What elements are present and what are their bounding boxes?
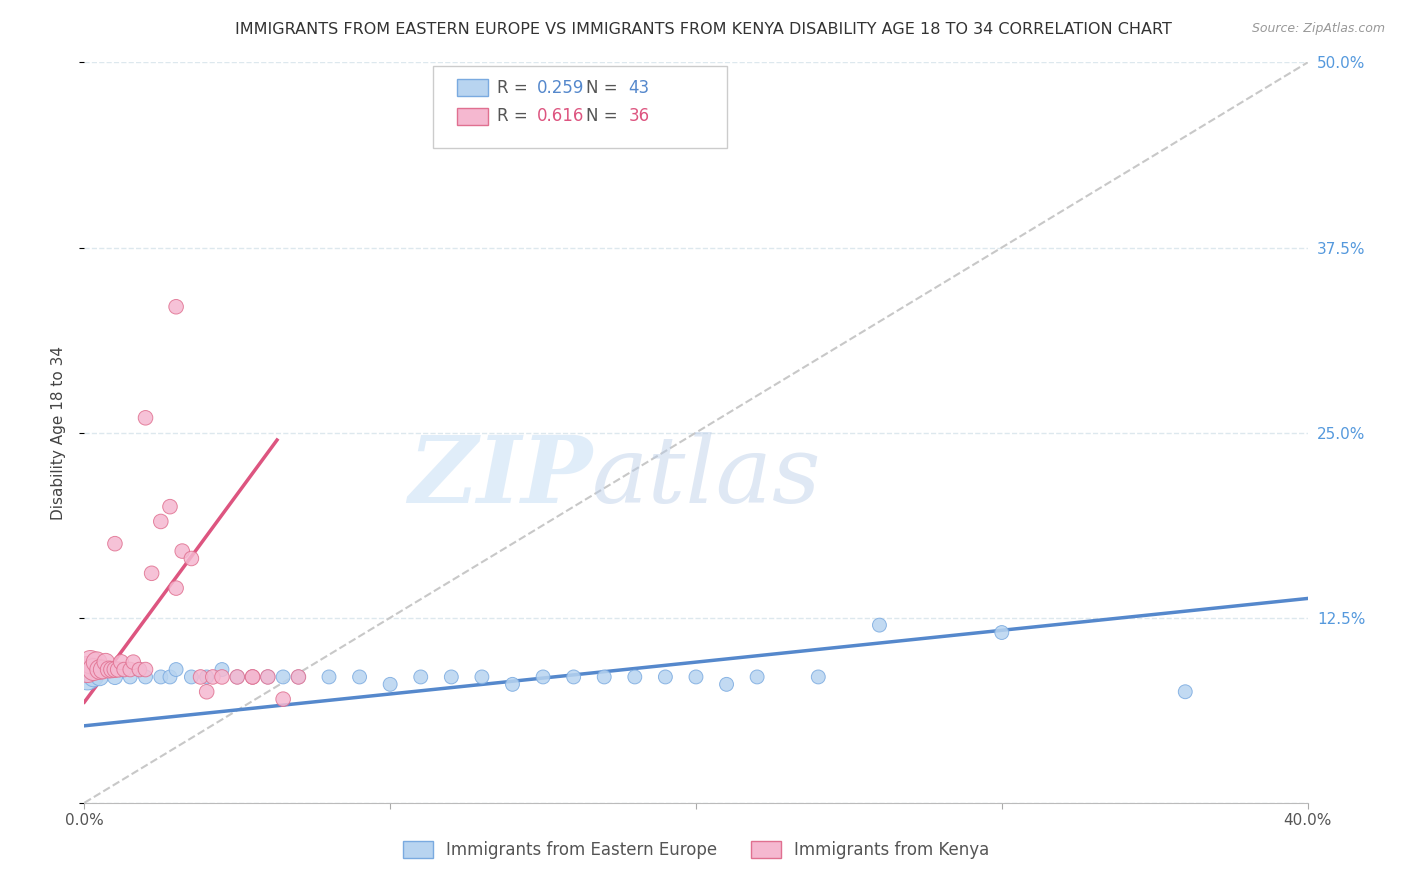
Point — [89, 663, 111, 677]
Point — [1174, 685, 1197, 699]
Point — [165, 300, 187, 314]
Point — [257, 670, 280, 684]
Point — [531, 670, 554, 684]
Point — [86, 663, 108, 677]
FancyBboxPatch shape — [457, 108, 488, 125]
Point — [79, 663, 101, 677]
Point — [991, 625, 1014, 640]
Point — [380, 677, 402, 691]
Point — [83, 670, 105, 684]
Point — [94, 655, 117, 669]
Point — [83, 663, 105, 677]
Point — [135, 410, 157, 425]
Point — [716, 677, 738, 691]
Point — [97, 663, 120, 677]
Point — [104, 536, 127, 550]
Point — [165, 581, 187, 595]
Text: 43: 43 — [628, 78, 650, 96]
Point — [624, 670, 647, 684]
Point — [195, 670, 218, 684]
Text: N =: N = — [586, 78, 623, 96]
Point — [120, 663, 142, 677]
Text: Source: ZipAtlas.com: Source: ZipAtlas.com — [1251, 22, 1385, 36]
Point — [593, 670, 616, 684]
Point — [128, 663, 150, 677]
Point — [89, 670, 111, 684]
Point — [104, 670, 127, 684]
Point — [135, 663, 157, 677]
FancyBboxPatch shape — [457, 79, 488, 95]
Point — [76, 670, 98, 684]
Point — [159, 670, 181, 684]
Point — [110, 663, 132, 677]
Point — [211, 663, 233, 677]
Point — [91, 663, 114, 677]
Point — [122, 655, 145, 669]
Point — [159, 500, 181, 514]
Point — [128, 663, 150, 677]
Point — [242, 670, 264, 684]
Point — [190, 670, 212, 684]
Point — [211, 670, 233, 684]
Point — [654, 670, 676, 684]
Point — [86, 655, 108, 669]
Point — [107, 663, 129, 677]
Point — [112, 663, 135, 677]
Point — [257, 670, 280, 684]
Text: N =: N = — [586, 108, 623, 126]
Point — [76, 663, 98, 677]
Point — [242, 670, 264, 684]
Point — [502, 677, 524, 691]
Text: IMMIGRANTS FROM EASTERN EUROPE VS IMMIGRANTS FROM KENYA DISABILITY AGE 18 TO 34 : IMMIGRANTS FROM EASTERN EUROPE VS IMMIGR… — [235, 22, 1171, 37]
Point — [685, 100, 707, 114]
Legend: Immigrants from Eastern Europe, Immigrants from Kenya: Immigrants from Eastern Europe, Immigran… — [396, 834, 995, 866]
Text: R =: R = — [496, 108, 533, 126]
Point — [135, 670, 157, 684]
Point — [562, 670, 585, 684]
Text: 0.616: 0.616 — [537, 108, 585, 126]
Point — [440, 670, 463, 684]
Text: atlas: atlas — [592, 432, 821, 522]
Point — [869, 618, 891, 632]
Point — [242, 670, 264, 684]
Point — [120, 670, 142, 684]
Point — [226, 670, 249, 684]
Point — [271, 670, 294, 684]
Point — [471, 670, 494, 684]
Point — [79, 655, 101, 669]
Point — [141, 566, 163, 581]
Point — [807, 670, 830, 684]
Point — [172, 544, 194, 558]
Text: 0.259: 0.259 — [537, 78, 585, 96]
Point — [110, 655, 132, 669]
Point — [180, 670, 202, 684]
Point — [104, 663, 127, 677]
Point — [685, 670, 707, 684]
Point — [409, 670, 432, 684]
Point — [195, 685, 218, 699]
FancyBboxPatch shape — [433, 66, 727, 147]
Point — [149, 670, 172, 684]
Point — [91, 663, 114, 677]
Point — [226, 670, 249, 684]
Point — [318, 670, 340, 684]
Text: 36: 36 — [628, 108, 650, 126]
Text: ZIP: ZIP — [408, 432, 592, 522]
Point — [101, 663, 124, 677]
Point — [165, 663, 187, 677]
Point — [180, 551, 202, 566]
Point — [149, 515, 172, 529]
Point — [287, 670, 309, 684]
Point — [201, 670, 224, 684]
Point — [747, 670, 769, 684]
Point — [349, 670, 371, 684]
Point — [97, 663, 120, 677]
Y-axis label: Disability Age 18 to 34: Disability Age 18 to 34 — [51, 345, 66, 520]
Point — [287, 670, 309, 684]
Text: R =: R = — [496, 78, 533, 96]
Point — [271, 692, 294, 706]
